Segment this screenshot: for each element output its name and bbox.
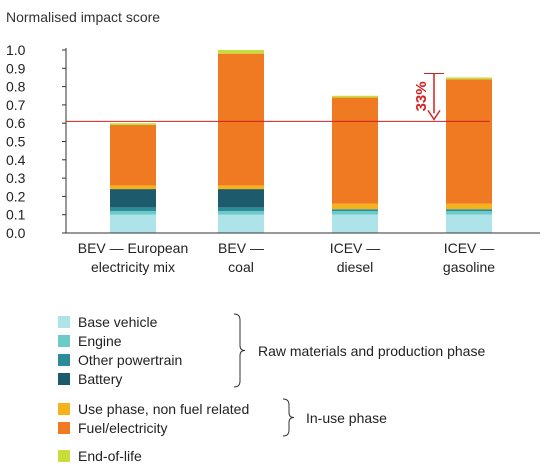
y-tick-label: 1.0 xyxy=(6,42,26,58)
legend-braces xyxy=(233,313,295,437)
legend-swatch xyxy=(58,354,70,367)
bar-segment-base-vehicle-1 xyxy=(218,214,264,233)
bar-segment-engine-0 xyxy=(110,211,156,215)
bar-segment-fuel-electricity-1 xyxy=(218,53,264,186)
legend-item-end-of-life: End-of-life xyxy=(58,447,142,465)
bars xyxy=(110,50,492,233)
bar-segment-end-of-life-3 xyxy=(446,77,492,80)
bar-segment-engine-1 xyxy=(218,211,264,215)
y-tick-label: 0.9 xyxy=(6,60,26,76)
legend-label: Other powertrain xyxy=(78,352,183,368)
legend-item-base-vehicle: Base vehicle xyxy=(58,313,157,331)
bar-segment-other-powertrain-1 xyxy=(218,207,264,212)
y-tick-label: 0.3 xyxy=(6,170,26,186)
legend-swatch xyxy=(58,316,70,329)
legend-brace xyxy=(282,398,295,437)
stacked-bar-chart: Normalised impact score 0.00.10.20.30.40… xyxy=(6,9,540,275)
bar-segment-other-powertrain-2 xyxy=(332,209,378,212)
x-category-label: gasoline xyxy=(443,259,495,275)
legend-item-other-powertrain: Other powertrain xyxy=(58,351,182,369)
bar-segment-end-of-life-1 xyxy=(218,50,264,54)
legend-swatch xyxy=(58,422,70,435)
y-tick-label: 0.5 xyxy=(6,134,26,150)
bar-segment-use-phase-non-fuel-related-1 xyxy=(218,185,264,190)
legend-swatch xyxy=(58,403,70,416)
bar-segment-engine-3 xyxy=(446,211,492,215)
y-tick-label: 0.1 xyxy=(6,207,26,223)
legend-item-engine: Engine xyxy=(58,332,122,350)
bar-segment-fuel-electricity-3 xyxy=(446,79,492,204)
bar-segment-use-phase-non-fuel-related-0 xyxy=(110,185,156,190)
x-category-label: ICEV — xyxy=(330,240,381,256)
y-tick-label: 0.2 xyxy=(6,188,26,204)
bar-segment-end-of-life-2 xyxy=(332,95,378,98)
legend-label: Base vehicle xyxy=(78,314,158,330)
legend-item-battery: Battery xyxy=(58,370,122,388)
y-axis: 0.0 0.1 0.2 0.3 0.4 0.5 0.6 0.7 0.8 0.9 1.0 xyxy=(6,42,67,241)
y-tick-label: 0.0 xyxy=(6,225,26,241)
legend-label: End-of-life xyxy=(78,448,142,464)
legend-label: Use phase, non fuel related xyxy=(78,401,250,417)
bar-segment-battery-0 xyxy=(110,189,156,208)
annotation-layer: 33% xyxy=(66,72,490,122)
bar-segment-fuel-electricity-0 xyxy=(110,125,156,186)
bar-segment-use-phase-non-fuel-related-3 xyxy=(446,203,492,210)
bar-segment-base-vehicle-3 xyxy=(446,214,492,233)
legend-group-label: Raw materials and production phase xyxy=(258,342,486,359)
legend-swatch xyxy=(58,450,70,463)
bar-segment-end-of-life-0 xyxy=(110,123,156,126)
x-category-label: coal xyxy=(228,259,254,275)
bar-segment-use-phase-non-fuel-related-2 xyxy=(332,203,378,210)
bar-segment-other-powertrain-3 xyxy=(446,209,492,212)
bar-segment-other-powertrain-0 xyxy=(110,207,156,212)
y-tick-label: 0.8 xyxy=(6,79,26,95)
y-tick-label: 0.4 xyxy=(6,152,26,168)
bar-segment-fuel-electricity-2 xyxy=(332,97,378,204)
legend: Base vehicle Engine Other powertrain Batter… xyxy=(58,313,538,473)
chart-title: Normalised impact score xyxy=(6,9,160,25)
x-category-label: BEV — European xyxy=(78,240,189,256)
legend-swatch xyxy=(58,335,70,348)
bar-segment-battery-1 xyxy=(218,189,264,208)
x-axis: BEV — European electricity mix BEV — coal IC… xyxy=(66,232,540,275)
arrow-head-icon xyxy=(427,109,441,121)
y-tick-label: 0.7 xyxy=(6,97,26,113)
x-category-label: electricity mix xyxy=(91,259,175,275)
bar-segment-base-vehicle-2 xyxy=(332,214,378,233)
annotation-label: 33% xyxy=(413,81,430,111)
legend-group-label: In-use phase xyxy=(306,409,387,426)
x-category-label: BEV — xyxy=(218,240,264,256)
bar-segment-engine-2 xyxy=(332,211,378,215)
bar-segment-base-vehicle-0 xyxy=(110,214,156,233)
x-category-label: ICEV — xyxy=(444,240,495,256)
y-tick-label: 0.6 xyxy=(6,115,26,131)
legend-label: Engine xyxy=(78,333,122,349)
legend-label: Battery xyxy=(78,371,123,387)
legend-brace xyxy=(233,313,246,388)
legend-item-use-phase-non-fuel-related: Use phase, non fuel related xyxy=(58,400,249,418)
legend-label: Fuel/electricity xyxy=(78,420,168,436)
x-category-label: diesel xyxy=(337,259,374,275)
legend-swatch xyxy=(58,373,70,386)
legend-item-fuel-electricity: Fuel/electricity xyxy=(58,419,167,437)
